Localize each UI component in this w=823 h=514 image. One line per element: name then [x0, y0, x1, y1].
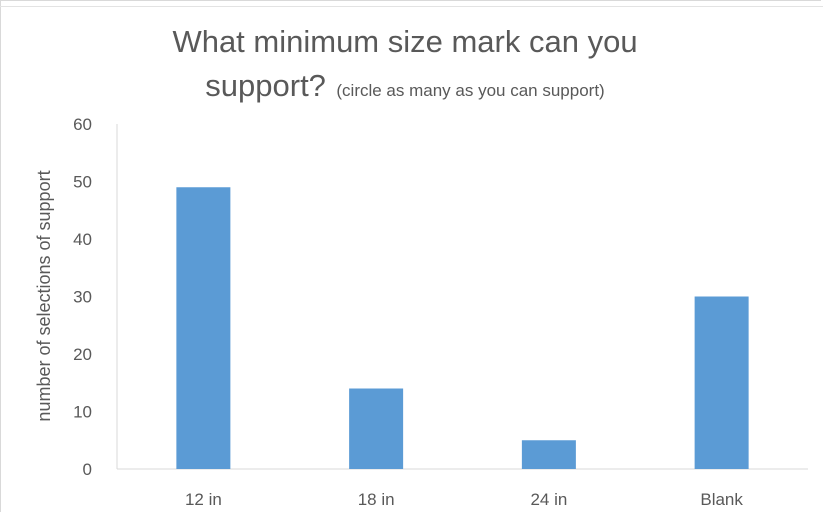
bar-blank	[694, 296, 749, 469]
y-tick-labels: 0 10 20 30 40 50 60	[73, 115, 92, 479]
y-tick-label: 0	[83, 460, 92, 479]
top-border-line	[0, 6, 823, 7]
x-tick-label: 24 in	[530, 490, 567, 509]
x-tick-labels: 12 in 18 in 24 in Blank	[185, 490, 743, 509]
bar-12-in	[176, 187, 231, 469]
y-tick-label: 40	[73, 230, 92, 249]
chart-title-line2: support? (circle as many as you can supp…	[205, 68, 604, 103]
bars	[176, 187, 749, 469]
bar-24-in	[521, 440, 576, 469]
y-axis-label: number of selections of support	[34, 170, 54, 421]
y-tick-label: 50	[73, 173, 92, 192]
y-tick-label: 60	[73, 115, 92, 134]
chart-title-line1: What minimum size mark can you	[172, 24, 637, 59]
x-tick-label: Blank	[700, 490, 743, 509]
chart-title-line2-main: support?	[205, 68, 326, 103]
x-tick-label: 18 in	[358, 490, 395, 509]
y-tick-label: 10	[73, 403, 92, 422]
chart-title-line2-sub: (circle as many as you can support)	[336, 81, 604, 100]
y-tick-label: 20	[73, 345, 92, 364]
x-tick-label: 12 in	[185, 490, 222, 509]
bar-18-in	[349, 388, 404, 469]
y-tick-label: 30	[73, 288, 92, 307]
